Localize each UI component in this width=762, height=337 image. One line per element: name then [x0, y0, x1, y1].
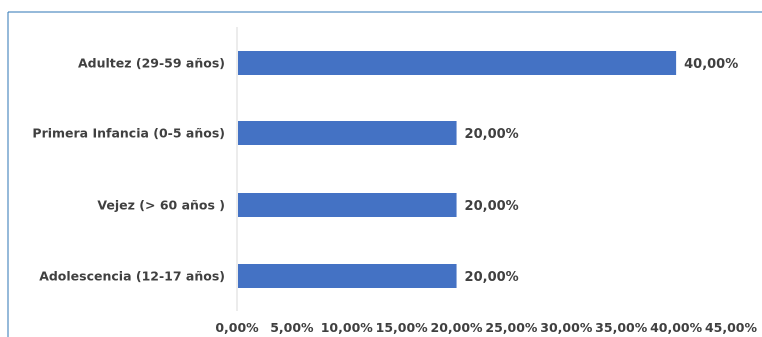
category-label-3: Adolescencia (12-17 años) — [39, 269, 225, 284]
bar-3 — [238, 264, 457, 288]
x-tick-label-3: 15,00% — [376, 320, 429, 335]
bar-2 — [238, 193, 457, 217]
x-axis-tick-labels: 0,00% 5,00% 10,00% 15,00% 20,00% 25,00% 30,00%… — [215, 320, 757, 335]
bars-group — [238, 51, 677, 288]
data-labels: 40,00% 20,00% 20,00% 20,00% — [465, 57, 739, 285]
bar-0 — [238, 51, 677, 75]
x-tick-label-9: 45,00% — [705, 320, 758, 335]
category-labels: Adultez (29-59 años) Primera Infancia (0-… — [32, 56, 225, 284]
bar-1 — [238, 121, 457, 145]
data-label-3: 20,00% — [465, 270, 519, 285]
x-tick-label-1: 5,00% — [270, 320, 314, 335]
category-label-2: Vejez (> 60 años ) — [97, 198, 225, 213]
x-tick-label-5: 25,00% — [485, 320, 538, 335]
data-label-1: 20,00% — [465, 127, 519, 142]
data-label-0: 40,00% — [684, 57, 738, 72]
x-tick-label-7: 35,00% — [595, 320, 648, 335]
x-tick-label-6: 30,00% — [540, 320, 593, 335]
x-tick-label-2: 10,00% — [321, 320, 374, 335]
category-label-1: Primera Infancia (0-5 años) — [32, 126, 225, 141]
x-tick-label-0: 0,00% — [215, 320, 259, 335]
x-tick-label-8: 40,00% — [650, 320, 703, 335]
category-label-0: Adultez (29-59 años) — [78, 56, 225, 71]
data-label-2: 20,00% — [465, 199, 519, 214]
x-tick-label-4: 20,00% — [431, 320, 484, 335]
